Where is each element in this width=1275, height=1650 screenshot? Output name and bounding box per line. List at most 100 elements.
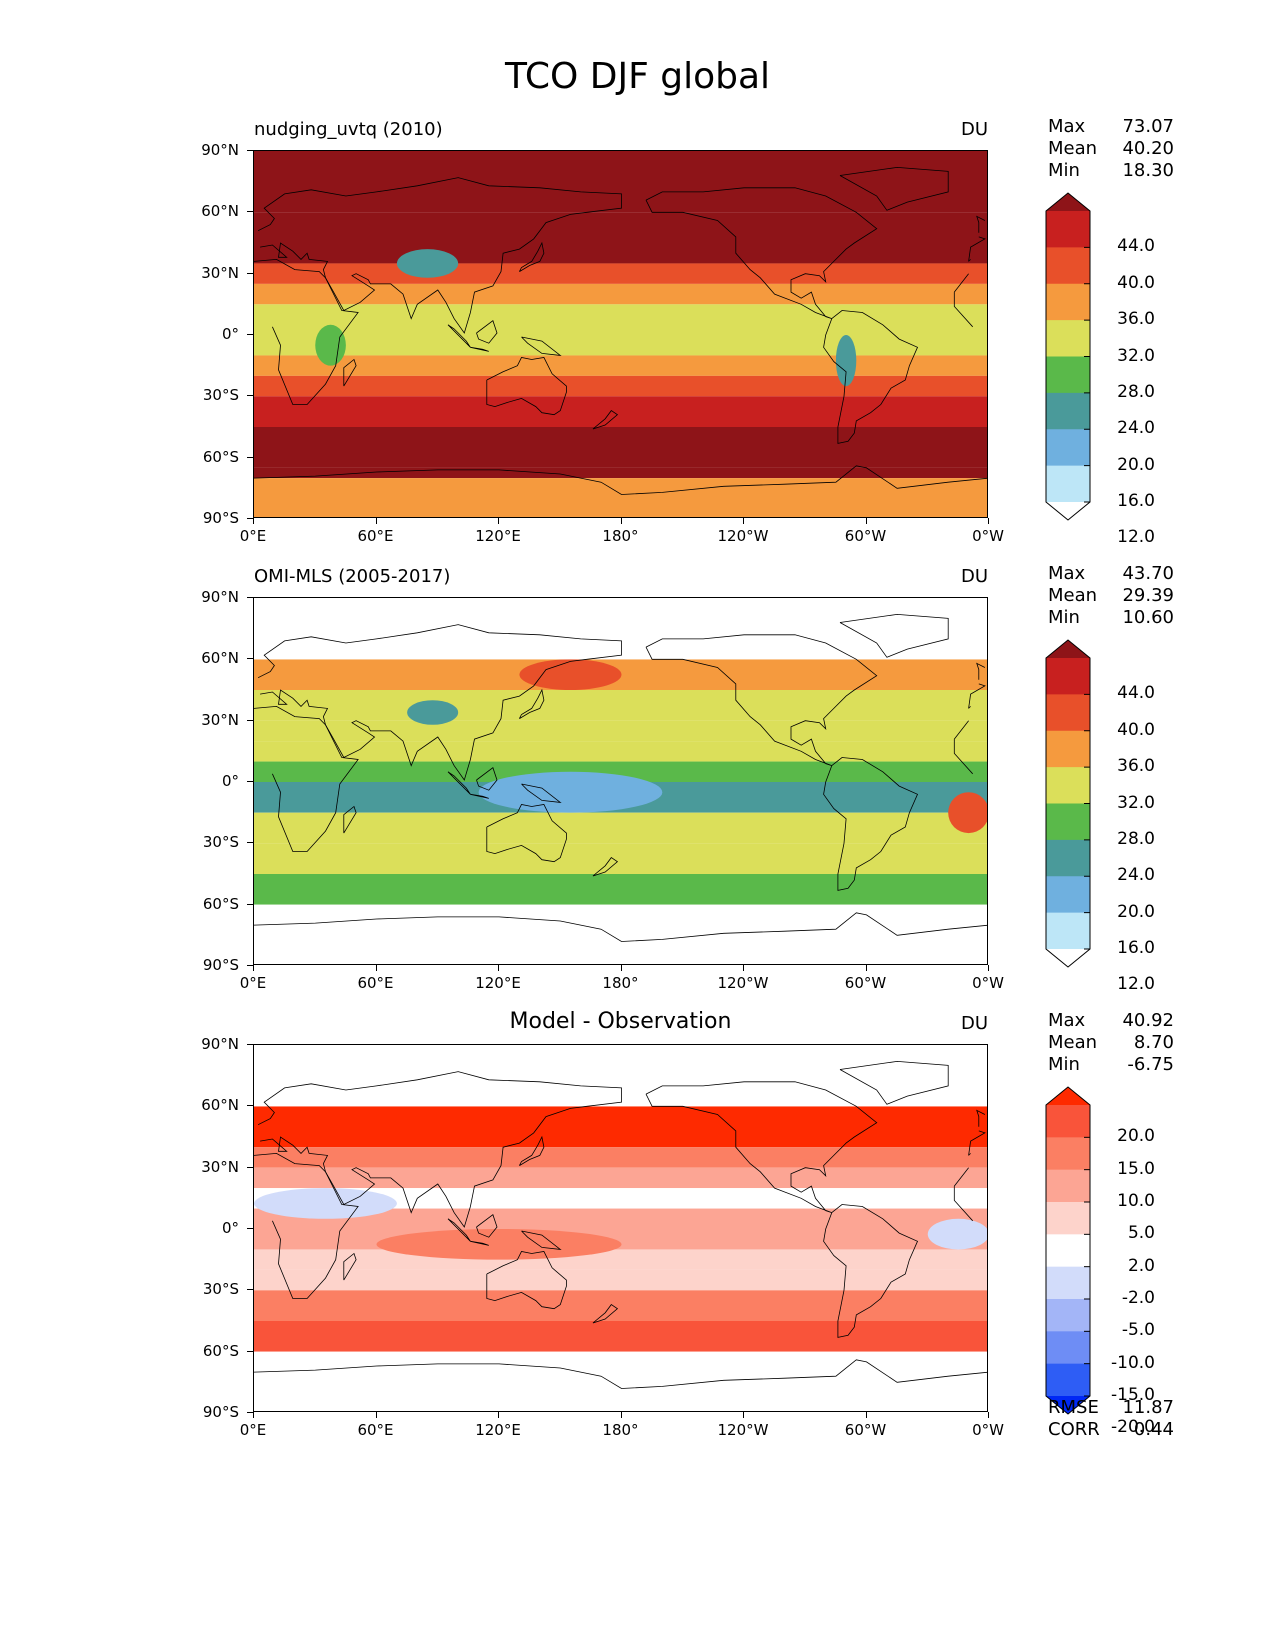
colorbar-swatch [1046, 283, 1090, 321]
colorbar-extend-max [1046, 193, 1090, 211]
field-feature [835, 335, 857, 387]
field-band [254, 1147, 987, 1168]
colorbar-graphic [1045, 1086, 1091, 1415]
colorbar-extend-max [1046, 1087, 1090, 1105]
lat-tick [247, 1350, 253, 1352]
coastline-segment [953, 292, 973, 328]
stat-row: Mean 40.20 [1048, 138, 1174, 160]
missing-data-mask [254, 1045, 987, 1107]
coastline-segment [839, 1060, 949, 1105]
extra-stats-block: RMSE 11.87 CORR 0.44 [1048, 1397, 1174, 1441]
lon-label: 60°E [357, 527, 394, 545]
colorbar-label: 5.0 [1127, 1223, 1155, 1244]
stat-row: Max 43.70 [1048, 563, 1174, 585]
missing-data-mask [254, 904, 987, 964]
stat-row: CORR 0.44 [1048, 1419, 1174, 1441]
map-canvas [254, 151, 987, 517]
coastline-segment [968, 259, 971, 262]
lon-tick [620, 518, 622, 524]
field-feature [948, 792, 987, 834]
colorbar-label: 2.0 [1127, 1255, 1155, 1276]
lat-label: 0° [221, 772, 239, 790]
colorbar-swatch [1046, 1169, 1090, 1203]
panel-title: OMI-MLS (2005-2017) [254, 566, 451, 587]
colorbar-swatch [1046, 1299, 1090, 1332]
lon-tick [375, 518, 377, 524]
lon-tick [988, 518, 989, 524]
field-layer [254, 1106, 987, 1352]
coastline-segment [968, 706, 971, 709]
colorbar-label: 32.0 [1117, 345, 1155, 366]
map-panel [253, 1044, 988, 1412]
lat-tick [247, 781, 253, 782]
coastline-segment [976, 1109, 986, 1127]
lat-label: 30°N [201, 263, 239, 282]
field-band [254, 375, 987, 397]
lon-tick [253, 1412, 254, 1418]
field-band [254, 1106, 987, 1148]
coastline-segment [823, 1204, 919, 1338]
coastlines [254, 166, 987, 495]
stat-row: Mean 29.39 [1048, 585, 1174, 607]
stat-row: Max 40.92 [1048, 1010, 1174, 1032]
coastline-segment [645, 634, 878, 766]
stat-row: Mean 8.70 [1048, 1032, 1174, 1054]
colorbar-swatch [1046, 356, 1090, 394]
lat-tick [247, 1166, 253, 1168]
colorbar-label: -2.0 [1121, 1288, 1155, 1308]
lon-tick [498, 1412, 499, 1418]
colorbar-label: 10.0 [1117, 1191, 1155, 1211]
field-band [254, 812, 987, 844]
stats-block: Max 43.70 Mean 29.39 Min 10.60 [1048, 563, 1174, 629]
field-feature [396, 249, 459, 278]
field-band [254, 355, 987, 376]
coastline-segment [839, 166, 949, 211]
coastline-segment [521, 336, 562, 356]
coastline-segment [343, 805, 357, 834]
field-feature [376, 1229, 622, 1260]
lon-label: 180° [602, 527, 639, 545]
stat-label: Min [1048, 1054, 1080, 1075]
field-band [254, 212, 987, 264]
colorbar-swatch [1046, 767, 1090, 804]
coastline-segment [968, 1130, 986, 1156]
colorbar-extend-max [1046, 640, 1090, 658]
coastline-segment [968, 236, 986, 262]
field-band [254, 1188, 987, 1209]
colorbar-swatch [1046, 320, 1090, 357]
field-layer [254, 151, 987, 517]
colorbar-label: 40.0 [1117, 719, 1155, 740]
lat-tick [247, 1412, 253, 1413]
field-layer [254, 659, 987, 905]
lon-label: 60°E [357, 1421, 394, 1439]
lon-label: 120°W [717, 974, 769, 992]
colorbar-label: -20.0 [1111, 1417, 1155, 1438]
stat-value: 11.87 [1122, 1397, 1174, 1418]
stat-value: -6.75 [1127, 1054, 1174, 1075]
lat-label: 90°S [202, 956, 239, 974]
stat-value: 43.70 [1122, 563, 1174, 584]
lon-label: 0°E [239, 1421, 267, 1439]
field-band [254, 467, 987, 479]
field-band [254, 874, 987, 905]
panel-title: nudging_uvtq (2010) [254, 119, 443, 140]
colorbar-swatch [1046, 658, 1090, 695]
coastline-segment [257, 624, 622, 781]
stat-row: Min 18.30 [1048, 160, 1174, 182]
colorbar-graphic [1045, 639, 1091, 968]
colorbar-extend-min [1046, 502, 1090, 520]
stat-label: Min [1048, 607, 1080, 628]
lat-label: 0° [221, 325, 239, 343]
coastline-segment [976, 215, 986, 233]
coastlines [254, 613, 987, 942]
field-feature [407, 700, 459, 725]
stat-label: Mean [1048, 585, 1098, 606]
lat-label: 30°N [201, 1157, 239, 1176]
lon-label: 120°E [475, 974, 521, 992]
stat-row: Min 10.60 [1048, 607, 1174, 629]
lon-tick [865, 518, 867, 524]
colorbar-swatch [1046, 912, 1090, 950]
coastline-segment [447, 324, 471, 348]
panel-title: Model - Observation [509, 1009, 732, 1034]
colorbar-label: 16.0 [1117, 491, 1155, 511]
